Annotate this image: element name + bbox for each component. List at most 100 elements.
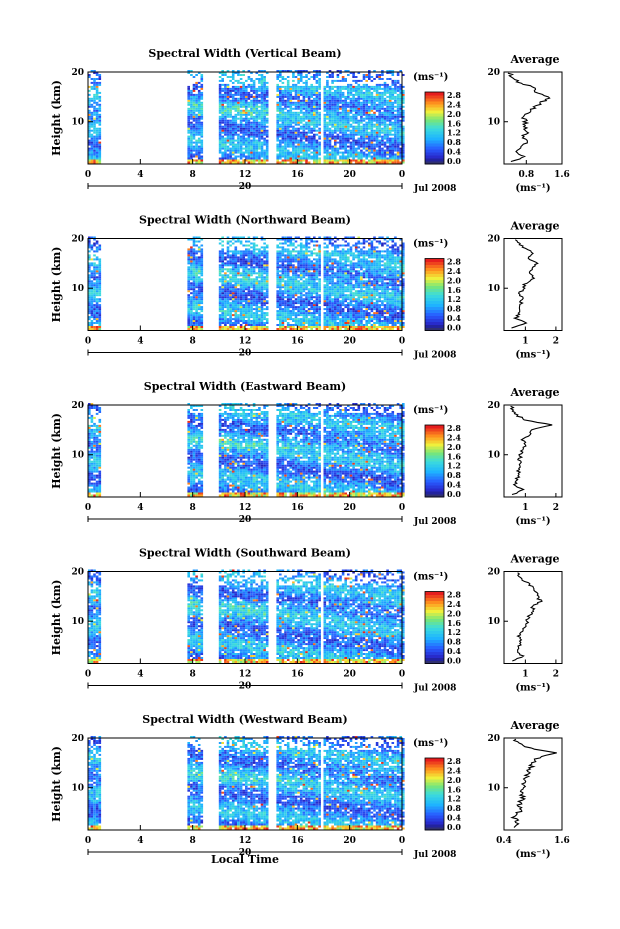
colorbar-tick-label: 1.2 — [447, 294, 461, 304]
average-title: Average — [509, 553, 559, 566]
x-tick-label: 12 — [239, 337, 252, 347]
colorbar — [424, 591, 445, 664]
colorbar-tick-label: 2.8 — [447, 590, 461, 600]
x-tick-label: 4 — [137, 337, 143, 347]
x-tick-label: 8 — [190, 337, 196, 347]
x-tick-label: 12 — [239, 503, 252, 513]
colorbar-tick-label: 2.4 — [447, 432, 461, 442]
y-axis-label: Height (km) — [50, 247, 63, 323]
x-tick-label: 4 — [137, 170, 143, 180]
date-label: Jul 2008 — [413, 517, 456, 527]
colorbar-tick-label: 2.4 — [447, 599, 461, 609]
date-label: Jul 2008 — [413, 184, 456, 194]
average-y-tick-label: 10 — [487, 118, 500, 128]
average-profile: Average 10 20 1 2(ms⁻¹) — [487, 220, 563, 361]
y-tick-label: 20 — [71, 235, 84, 245]
day-label: 20 — [239, 682, 252, 692]
x-tick-label: 16 — [291, 170, 304, 180]
average-x-tick-label: 1.6 — [554, 170, 570, 180]
x-tick-label: 4 — [137, 836, 143, 846]
colorbar-tick-label: 2.8 — [447, 90, 461, 100]
x-tick-label: 16 — [291, 337, 304, 347]
average-line — [507, 72, 551, 163]
colorbar — [424, 91, 445, 165]
colorbar-tick-label: 0.4 — [447, 147, 461, 157]
average-line — [509, 405, 553, 496]
day-label: 20 — [239, 848, 252, 858]
colorbar-tick-label: 2.4 — [447, 765, 461, 775]
heatmap — [88, 736, 405, 830]
y-tick-label: 10 — [71, 451, 84, 461]
panel-3: Spectral Width (Eastward Beam)1020Height… — [50, 380, 563, 527]
heatmap — [88, 70, 405, 164]
average-title: Average — [509, 53, 559, 66]
date-label: Jul 2008 — [413, 351, 456, 361]
colorbar-tick-label: 2.0 — [447, 275, 461, 285]
x-tick-label: 20 — [343, 503, 356, 513]
colorbar-tick-label: 1.2 — [447, 128, 461, 138]
x-axis-label: Local Time — [211, 853, 279, 866]
average-frame — [503, 571, 563, 664]
colorbar-tick-label: 0.4 — [447, 646, 461, 656]
y-axis-label: Height (km) — [50, 580, 63, 656]
colorbar-tick-label: 0.8 — [447, 637, 461, 647]
colorbar-tick-label: 2.0 — [447, 109, 461, 119]
colorbar-tick-label: 0.8 — [447, 803, 461, 813]
y-tick-label: 10 — [71, 617, 84, 627]
colorbar-tick-label: 0.8 — [447, 470, 461, 480]
colorbar-tick-label: 0.0 — [447, 323, 461, 333]
panel-title: Spectral Width (Southward Beam) — [139, 547, 351, 560]
colorbar — [424, 258, 445, 331]
colorbar-tick-label: 1.2 — [447, 794, 461, 804]
average-x-label: (ms⁻¹) — [515, 849, 550, 860]
colorbar-frame — [424, 757, 445, 831]
colorbar-tick-label: 2.0 — [447, 608, 461, 618]
day-label: 20 — [239, 349, 252, 359]
colorbar-unit: (ms⁻¹) — [413, 72, 448, 83]
colorbar-tick-label: 1.6 — [447, 618, 461, 628]
colorbar-tick-label: 2.0 — [447, 775, 461, 785]
average-line — [512, 572, 543, 662]
average-y-tick-label: 20 — [487, 734, 500, 744]
colorbar-tick-label: 0.0 — [447, 156, 461, 166]
x-tick-label: 4 — [137, 670, 143, 680]
colorbar-frame — [424, 424, 445, 498]
x-tick-label: 0 — [399, 836, 405, 846]
average-x-label: (ms⁻¹) — [515, 183, 550, 194]
colorbar-tick-label: 0.0 — [447, 656, 461, 666]
y-tick-label: 20 — [71, 734, 84, 744]
x-tick-label: 0 — [85, 503, 91, 513]
x-tick-label: 12 — [239, 836, 252, 846]
average-x-tick-label: 1 — [522, 503, 528, 513]
y-tick-label: 20 — [71, 401, 84, 411]
colorbar-tick-label: 2.4 — [447, 99, 461, 109]
average-x-label: (ms⁻¹) — [515, 350, 550, 361]
x-tick-label: 0 — [399, 503, 405, 513]
x-tick-label: 16 — [291, 670, 304, 680]
colorbar-tick-label: 2.0 — [447, 442, 461, 452]
x-tick-label: 16 — [291, 503, 304, 513]
average-x-label: (ms⁻¹) — [515, 683, 550, 694]
panel-5: Spectral Width (Westward Beam) 10 20 Height… — [50, 713, 570, 860]
y-tick-label: 10 — [71, 118, 84, 128]
average-x-tick-label: 2 — [553, 670, 559, 680]
colorbar-tick-label: 1.6 — [447, 118, 461, 128]
colorbar-unit: (ms⁻¹) — [413, 738, 448, 749]
colorbar-tick-label: 0.8 — [447, 137, 461, 147]
colorbar — [424, 757, 445, 831]
x-tick-label: 8 — [190, 836, 196, 846]
average-title: Average — [509, 719, 559, 732]
colorbar-frame — [424, 258, 445, 331]
date-label: Jul 2008 — [413, 684, 456, 694]
y-tick-label: 10 — [71, 784, 84, 794]
colorbar-tick-label: 1.6 — [447, 285, 461, 295]
colorbar-tick-label: 1.2 — [447, 627, 461, 637]
panel-title: Spectral Width (Westward Beam) — [142, 713, 347, 726]
day-label: 20 — [239, 515, 252, 525]
average-x-tick-label: 0.4 — [496, 836, 512, 846]
x-tick-label: 0 — [85, 170, 91, 180]
average-x-tick-label: 2 — [553, 337, 559, 347]
average-profile: Average 10 20 0.4 1.6 (ms⁻¹) — [487, 719, 569, 860]
y-tick-label: 20 — [71, 568, 84, 578]
colorbar-tick-label: 2.8 — [447, 257, 461, 267]
